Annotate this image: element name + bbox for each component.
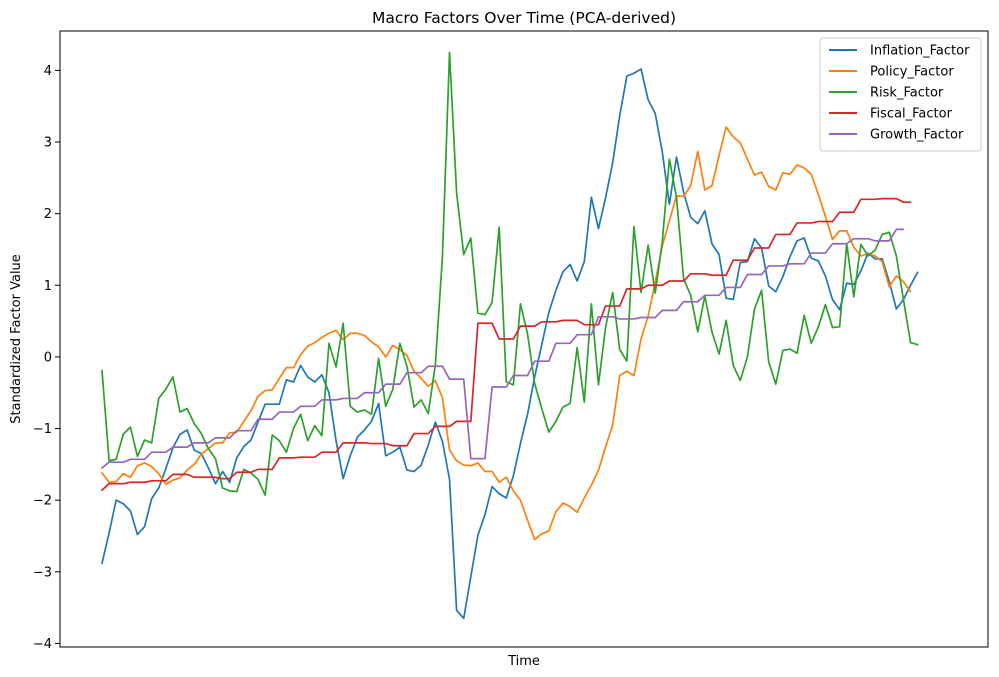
y-tick-label: −4 (33, 637, 52, 652)
legend-label: Inflation_Factor (870, 44, 970, 59)
legend-box (819, 37, 982, 152)
y-tick-label: 4 (44, 64, 52, 79)
series-lines (101, 51, 919, 620)
y-tick-label: 3 (44, 136, 52, 151)
chart-title: Macro Factors Over Time (PCA-derived) (372, 9, 676, 27)
legend-label: Policy_Factor (870, 65, 954, 80)
axes-border (59, 30, 989, 648)
y-tick-label: 1 (44, 279, 52, 294)
series-line-growth-factor (101, 228, 905, 469)
y-tick-label: 2 (44, 207, 52, 222)
y-tick-label: −1 (33, 422, 52, 437)
series-line-fiscal-factor (101, 197, 912, 491)
series-line-inflation-factor (101, 68, 919, 620)
legend: Inflation_Factor Policy_Factor Risk_Factor… (819, 37, 982, 152)
y-tick-label: −3 (33, 565, 52, 580)
series-line-risk-factor (101, 51, 919, 496)
y-tick-label: 0 (44, 350, 52, 365)
axes-frame (59, 30, 989, 648)
y-tick-label: −2 (33, 494, 52, 509)
y-axis-ticks: −4 −3 −2 −1 0 1 2 3 4 (33, 64, 60, 652)
legend-label: Fiscal_Factor (870, 107, 953, 122)
legend-label: Risk_Factor (870, 86, 944, 101)
y-axis-label: Standardized Factor Value (9, 254, 24, 424)
x-axis-label: Time (507, 654, 540, 669)
legend-label: Growth_Factor (870, 128, 964, 143)
series-line-policy-factor (101, 126, 912, 541)
